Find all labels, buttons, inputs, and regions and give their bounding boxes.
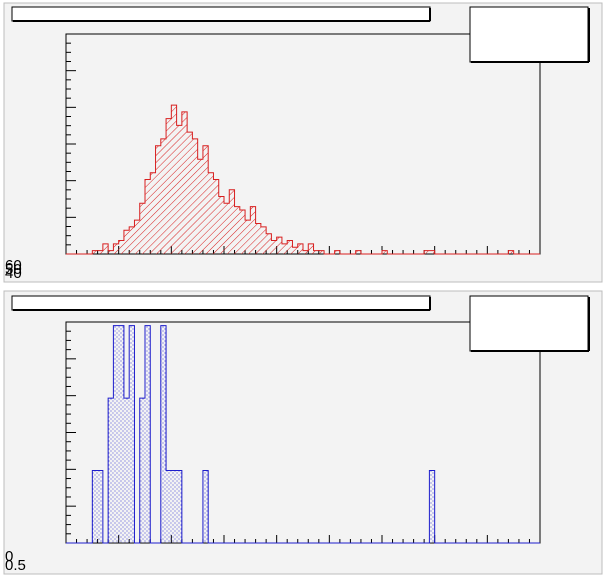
histogram-bin [92,250,98,254]
histogram-bin [97,470,103,543]
histogram-bin [160,138,167,254]
histogram-bin [139,203,145,254]
histogram-bin [134,220,140,254]
histogram-bin [123,398,130,543]
histogram-bin [276,237,282,254]
pad-1: 60 50 40 [3,2,603,283]
pad-1-histogram [92,105,514,254]
histogram-bin [113,325,119,543]
pad-1-stats-box [469,6,589,63]
histogram-bin [118,240,124,254]
histogram-bin [176,125,182,254]
histogram-bin [245,220,251,254]
histogram-bin [160,325,167,543]
pad-1-histogram-outline [66,104,540,255]
histogram-bin [271,240,277,254]
histogram-bin [334,250,340,254]
histogram-bin [250,206,256,254]
histogram-bin [429,470,435,543]
pad-2-tick-label-1: 0 [5,548,13,565]
histogram-bin [303,250,309,254]
histogram-bin [192,138,198,254]
histogram-bin [424,250,430,254]
histogram-bin [139,398,145,543]
histogram-bin [292,247,298,254]
histogram-bin [187,132,193,254]
histogram-bin [150,172,156,254]
histogram-bin [202,470,209,543]
histogram-bin [260,226,267,254]
histogram-bin [176,470,182,543]
histogram-bin [166,470,172,543]
histogram-bin [171,470,177,543]
histogram-bin [266,233,272,254]
histogram-bin [145,325,151,543]
histogram-bin [181,111,188,254]
histogram-bin [218,196,224,254]
histogram-bin [97,250,103,254]
pad-1-tick-label-2: 50 [5,261,22,278]
histogram-bin [224,203,230,254]
pad-2-histogram-outline [66,325,540,544]
pad-1-tick-label-1: 60 [5,257,22,274]
histogram-bin [208,172,214,254]
histogram-bin [229,189,235,254]
histogram-bin [287,240,293,254]
histogram-bin [123,230,130,254]
pad-2-tick-label-2: 0.5 [5,557,26,574]
histogram-bin [108,398,114,543]
pad-1-tick-label-3: 40 [5,265,22,282]
histogram-bin [102,243,109,254]
pad-2: 0 0.5 [3,290,603,575]
histogram-bin [281,243,288,254]
histogram-bin [308,243,314,254]
pad-2-histogram [92,325,435,543]
pad-2-stats-box [469,295,589,352]
histogram-bin [297,243,303,254]
histogram-bin [129,325,135,543]
histogram-bin [429,250,435,254]
histogram-bin [255,223,261,254]
pad-2-plot-frame [65,321,541,544]
histogram-bin [355,250,361,254]
histogram-bin [108,250,114,254]
histogram-bin [118,325,124,543]
histogram-bin [234,206,240,254]
histogram-bin [145,179,151,254]
histogram-bin [508,250,514,254]
histogram-bin [213,179,219,254]
histogram-bin [155,145,161,254]
histogram-bin [92,470,98,543]
histogram-bin [318,250,325,254]
histogram-bin [113,243,119,254]
histogram-bin [197,159,203,254]
histogram-bin [202,145,209,254]
histogram-bin [239,210,246,254]
histogram-bin [313,250,319,254]
histogram-bin [166,118,172,254]
pad-2-title-box [11,295,431,311]
histogram-bin [382,250,388,254]
histogram-bin [171,105,177,254]
histogram-bin [129,226,135,254]
pad-1-title-box [11,6,431,22]
